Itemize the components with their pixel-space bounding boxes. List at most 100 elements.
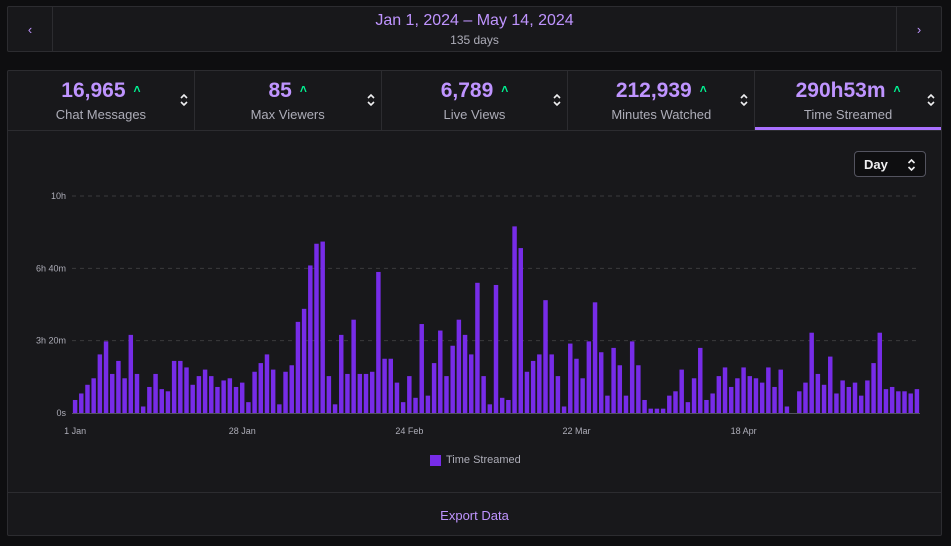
previous-range-button[interactable]: ‹ (8, 7, 53, 51)
bar[interactable] (858, 395, 864, 413)
bar[interactable] (753, 378, 759, 413)
bar[interactable] (679, 369, 684, 413)
bar[interactable] (431, 363, 437, 413)
bar[interactable] (506, 399, 511, 413)
bar[interactable] (883, 389, 889, 413)
bar[interactable] (660, 408, 666, 413)
bar[interactable] (561, 406, 567, 413)
bar[interactable] (85, 384, 90, 413)
bar[interactable] (425, 395, 431, 413)
bar[interactable] (685, 402, 691, 413)
bar[interactable] (555, 376, 561, 413)
bar[interactable] (270, 369, 276, 413)
bar[interactable] (852, 382, 858, 413)
bar[interactable] (889, 386, 895, 413)
bar[interactable] (797, 391, 802, 413)
bar[interactable] (766, 367, 771, 413)
bar[interactable] (444, 376, 449, 413)
bar[interactable] (784, 406, 790, 413)
bar[interactable] (289, 365, 294, 413)
bar[interactable] (543, 300, 548, 413)
sort-icon[interactable] (180, 93, 188, 107)
bar[interactable] (134, 373, 140, 413)
bar[interactable] (605, 395, 610, 413)
bar[interactable] (165, 391, 171, 413)
bar[interactable] (537, 354, 542, 413)
bar[interactable] (147, 386, 152, 413)
bar[interactable] (209, 376, 214, 413)
bar[interactable] (283, 371, 288, 413)
bar[interactable] (691, 378, 697, 413)
bar[interactable] (648, 408, 653, 413)
bar[interactable] (747, 376, 753, 413)
bar[interactable] (456, 319, 462, 413)
bar[interactable] (252, 371, 257, 413)
bar[interactable] (345, 373, 350, 413)
export-data-button[interactable]: Export Data (440, 508, 509, 523)
bar[interactable] (580, 378, 585, 413)
bar[interactable] (896, 391, 901, 413)
bar[interactable] (326, 376, 332, 413)
bar[interactable] (481, 376, 486, 413)
bar[interactable] (376, 271, 381, 413)
bar[interactable] (834, 393, 839, 413)
bar[interactable] (636, 365, 641, 413)
bar[interactable] (803, 382, 808, 413)
bar[interactable] (871, 363, 876, 413)
bar[interactable] (499, 397, 505, 413)
bar[interactable] (103, 341, 109, 413)
bar[interactable] (394, 382, 400, 413)
bar[interactable] (698, 347, 703, 413)
bar[interactable] (79, 393, 84, 413)
bar[interactable] (369, 371, 375, 413)
bar[interactable] (828, 356, 833, 413)
bar[interactable] (171, 360, 177, 413)
bar[interactable] (728, 386, 734, 413)
bar[interactable] (351, 319, 356, 413)
bar[interactable] (91, 378, 96, 413)
bar[interactable] (320, 241, 325, 413)
bar[interactable] (617, 365, 623, 413)
bar[interactable] (140, 406, 146, 413)
bar[interactable] (122, 378, 127, 413)
bar[interactable] (413, 397, 418, 413)
tab-chat-messages[interactable]: 16,965 ˄ Chat Messages (8, 71, 195, 130)
bar[interactable] (332, 404, 338, 413)
bar[interactable] (642, 399, 647, 413)
tab-max-viewers[interactable]: 85 ˄ Max Viewers (195, 71, 382, 130)
bar[interactable] (667, 395, 672, 413)
bar[interactable] (462, 334, 468, 413)
bar[interactable] (902, 391, 907, 413)
bar[interactable] (295, 321, 301, 413)
sort-icon[interactable] (927, 93, 935, 107)
bar[interactable] (741, 367, 746, 413)
tab-time-streamed[interactable]: 290h53m ˄ Time Streamed (755, 71, 941, 130)
bar[interactable] (877, 332, 882, 413)
bar[interactable] (865, 380, 870, 413)
bar[interactable] (72, 399, 78, 413)
bar[interactable] (493, 284, 499, 413)
bar[interactable] (116, 360, 121, 413)
bar[interactable] (759, 382, 765, 413)
bar[interactable] (623, 395, 629, 413)
bar[interactable] (196, 376, 202, 413)
bar[interactable] (190, 384, 195, 413)
bar[interactable] (716, 376, 722, 413)
bar[interactable] (914, 389, 920, 413)
bar[interactable] (407, 376, 412, 413)
bar[interactable] (549, 354, 554, 413)
bar[interactable] (654, 408, 660, 413)
bar[interactable] (722, 367, 728, 413)
sort-icon[interactable] (553, 93, 561, 107)
bar[interactable] (629, 341, 635, 413)
bar[interactable] (846, 386, 852, 413)
bar[interactable] (512, 226, 517, 413)
bar[interactable] (586, 341, 592, 413)
bar[interactable] (388, 358, 394, 413)
bar[interactable] (704, 399, 709, 413)
bar[interactable] (568, 343, 573, 413)
bar[interactable] (840, 380, 845, 413)
bar[interactable] (264, 354, 270, 413)
bar[interactable] (524, 371, 530, 413)
granularity-select[interactable]: Day (854, 151, 926, 177)
